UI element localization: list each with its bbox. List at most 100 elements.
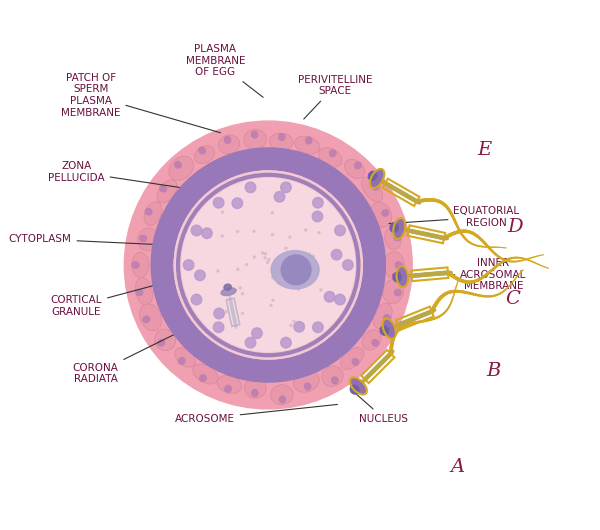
Ellipse shape xyxy=(278,134,285,140)
Circle shape xyxy=(221,235,223,237)
Circle shape xyxy=(264,253,266,255)
Text: PATCH OF
SPERM
PLASMA
MEMBRANE: PATCH OF SPERM PLASMA MEMBRANE xyxy=(61,73,220,133)
Ellipse shape xyxy=(194,146,215,163)
Ellipse shape xyxy=(416,232,428,235)
Ellipse shape xyxy=(233,314,236,323)
Ellipse shape xyxy=(158,340,164,346)
Ellipse shape xyxy=(279,396,286,403)
Ellipse shape xyxy=(332,377,338,384)
Text: ACROSOME: ACROSOME xyxy=(175,404,337,423)
Ellipse shape xyxy=(382,354,391,363)
Ellipse shape xyxy=(436,271,448,275)
Circle shape xyxy=(217,270,219,272)
Ellipse shape xyxy=(224,284,231,290)
Ellipse shape xyxy=(424,310,436,315)
Ellipse shape xyxy=(231,305,234,314)
Circle shape xyxy=(331,250,342,260)
Text: CYTOPLASM: CYTOPLASM xyxy=(8,234,182,246)
Circle shape xyxy=(272,299,274,302)
Circle shape xyxy=(289,236,291,238)
Ellipse shape xyxy=(224,136,231,143)
Circle shape xyxy=(320,289,322,291)
Circle shape xyxy=(281,255,311,285)
Circle shape xyxy=(282,273,284,276)
Text: ZONA
PELLUCIDA: ZONA PELLUCIDA xyxy=(48,161,182,188)
Circle shape xyxy=(298,288,300,290)
Ellipse shape xyxy=(409,315,421,321)
Circle shape xyxy=(290,324,292,326)
Circle shape xyxy=(214,198,224,208)
Ellipse shape xyxy=(370,202,392,227)
Ellipse shape xyxy=(319,148,342,167)
Ellipse shape xyxy=(355,162,361,169)
Circle shape xyxy=(225,311,227,313)
Ellipse shape xyxy=(412,273,424,277)
Circle shape xyxy=(270,304,272,306)
Ellipse shape xyxy=(424,272,436,276)
Circle shape xyxy=(264,257,266,259)
Ellipse shape xyxy=(136,289,143,296)
Circle shape xyxy=(262,252,263,254)
Circle shape xyxy=(241,293,244,295)
Circle shape xyxy=(184,260,194,270)
Ellipse shape xyxy=(410,197,421,204)
Ellipse shape xyxy=(295,136,320,154)
Ellipse shape xyxy=(362,330,381,350)
Circle shape xyxy=(312,211,323,222)
Circle shape xyxy=(286,258,289,260)
Ellipse shape xyxy=(419,273,432,276)
Ellipse shape xyxy=(199,147,205,154)
Ellipse shape xyxy=(440,271,452,275)
Circle shape xyxy=(313,198,323,208)
Text: A: A xyxy=(450,457,464,475)
Ellipse shape xyxy=(145,208,152,215)
Ellipse shape xyxy=(399,191,410,198)
Text: NUCLEUS: NUCLEUS xyxy=(356,394,409,423)
Circle shape xyxy=(151,148,385,382)
Circle shape xyxy=(191,225,202,236)
Circle shape xyxy=(253,256,256,258)
Ellipse shape xyxy=(389,185,400,192)
Ellipse shape xyxy=(341,347,364,369)
Ellipse shape xyxy=(368,368,377,377)
Ellipse shape xyxy=(229,296,232,305)
Circle shape xyxy=(268,258,270,261)
Circle shape xyxy=(236,268,239,270)
Ellipse shape xyxy=(244,378,266,398)
Ellipse shape xyxy=(160,186,166,192)
Ellipse shape xyxy=(376,359,385,368)
Ellipse shape xyxy=(405,317,417,323)
Text: C: C xyxy=(506,289,520,307)
Circle shape xyxy=(304,262,306,264)
Circle shape xyxy=(124,121,412,409)
Ellipse shape xyxy=(432,235,444,239)
Ellipse shape xyxy=(362,374,371,383)
Ellipse shape xyxy=(404,229,416,233)
Circle shape xyxy=(194,270,205,280)
Ellipse shape xyxy=(373,183,379,190)
Ellipse shape xyxy=(403,193,413,200)
Circle shape xyxy=(281,338,291,348)
Ellipse shape xyxy=(271,385,293,404)
Circle shape xyxy=(289,272,291,275)
Ellipse shape xyxy=(394,234,401,241)
Ellipse shape xyxy=(393,272,401,282)
Text: INNER
ACROSOMAL
MEMBRANE: INNER ACROSOMAL MEMBRANE xyxy=(393,258,527,291)
Circle shape xyxy=(318,232,320,234)
Ellipse shape xyxy=(436,236,448,240)
Ellipse shape xyxy=(398,320,409,325)
Ellipse shape xyxy=(385,227,401,250)
Circle shape xyxy=(281,182,291,192)
Ellipse shape xyxy=(383,315,391,321)
Circle shape xyxy=(335,294,345,305)
Ellipse shape xyxy=(137,228,158,251)
Ellipse shape xyxy=(394,219,404,238)
Ellipse shape xyxy=(373,362,382,371)
Text: PERIVITELLINE
SPACE: PERIVITELLINE SPACE xyxy=(298,75,373,119)
Circle shape xyxy=(236,230,239,233)
Circle shape xyxy=(245,338,256,348)
Ellipse shape xyxy=(143,316,149,322)
Ellipse shape xyxy=(305,137,312,144)
Ellipse shape xyxy=(293,372,319,392)
Ellipse shape xyxy=(413,314,424,320)
